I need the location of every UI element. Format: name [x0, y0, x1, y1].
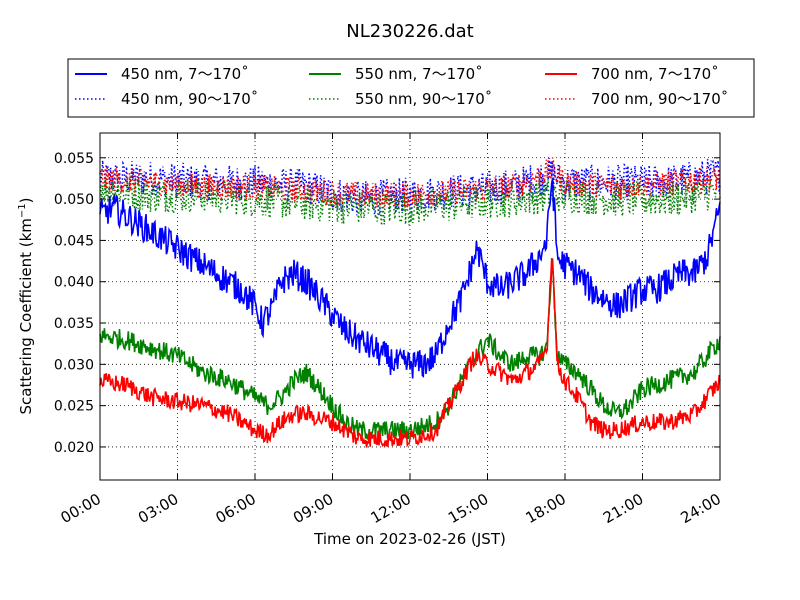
- series-layer: [99, 157, 721, 448]
- x-tick-label: 00:00: [58, 490, 104, 527]
- x-axis-label: Time on 2023-02-26 (JST): [313, 530, 506, 548]
- y-tick-label: 0.030: [54, 357, 94, 373]
- x-tick-label: 24:00: [678, 490, 724, 527]
- legend-label: 550 nm, 90～170˚: [355, 90, 492, 108]
- y-tick-label: 0.045: [54, 233, 94, 249]
- legend: 450 nm, 7～170˚ 450 nm, 90～170˚ 550 nm, 7～1…: [67, 58, 755, 118]
- legend-label: 450 nm, 7～170˚: [121, 65, 249, 83]
- x-tick-label: 12:00: [368, 490, 414, 527]
- y-tick-label: 0.025: [54, 399, 94, 415]
- legend-label: 700 nm, 90～170˚: [591, 90, 728, 108]
- y-tick-label: 0.020: [54, 440, 94, 456]
- x-tick-label: 18:00: [523, 490, 569, 527]
- y-tick-label: 0.050: [54, 192, 94, 208]
- x-tick-label: 03:00: [135, 490, 181, 527]
- x-tick-label: 21:00: [600, 490, 646, 527]
- series-line: [99, 258, 721, 448]
- y-axis-label-main: Scattering Coefficient (km: [17, 218, 35, 414]
- series-line: [99, 258, 721, 441]
- x-tick-label: 06:00: [213, 490, 259, 527]
- series-line: [99, 157, 721, 216]
- y-tick-label: 0.055: [54, 151, 94, 167]
- legend-label: 700 nm, 7～170˚: [591, 65, 719, 83]
- y-tick-label: 0.040: [54, 275, 94, 291]
- series-line: [99, 157, 721, 208]
- legend-label: 550 nm, 7～170˚: [355, 65, 483, 83]
- plot-area: 00:00 03:00 06:00 09:00 12:00 15:00 18:00 21:00…: [54, 132, 724, 527]
- legend-frame: [67, 58, 755, 118]
- y-axis-label-sup: −1: [17, 203, 28, 218]
- y-tick-label: 0.035: [54, 316, 94, 332]
- legend-label: 450 nm, 90～170˚: [121, 90, 258, 108]
- chart-title: NL230226.dat: [346, 21, 473, 42]
- x-tick-label: 09:00: [290, 490, 336, 527]
- y-axis-label: Scattering Coefficient (km−1): [17, 197, 35, 414]
- y-axis-label-close: ): [17, 197, 35, 203]
- series-line: [99, 178, 721, 379]
- x-tick-label: 15:00: [445, 490, 491, 527]
